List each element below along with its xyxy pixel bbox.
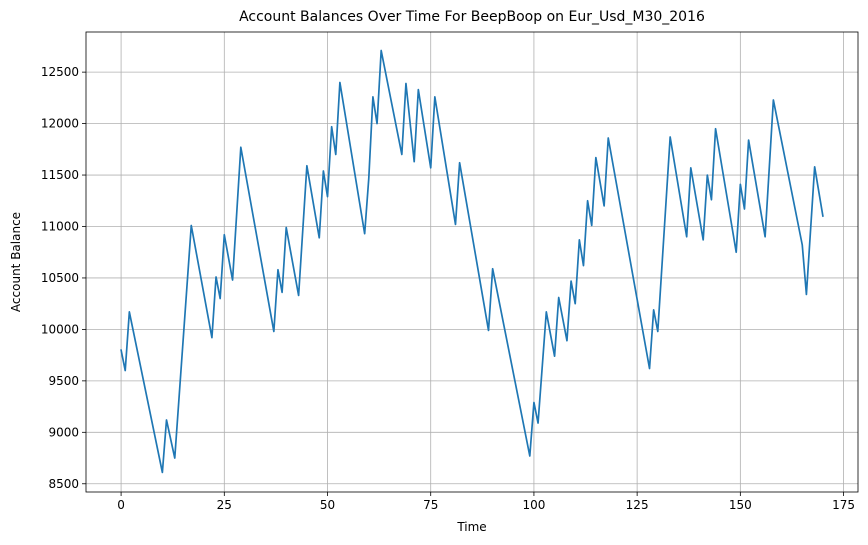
x-tick-label: 150 [729,498,752,512]
x-tick-label: 75 [423,498,438,512]
series-layer [120,49,824,474]
x-axis-label: Time [456,520,486,534]
x-tick-label: 50 [320,498,335,512]
y-tick-label: 10000 [41,322,79,336]
y-tick-label: 11000 [41,219,79,233]
y-tick-label: 12500 [41,65,79,79]
y-tick-label: 9500 [48,374,79,388]
x-tick-label: 175 [832,498,855,512]
y-axis-label: Account Balance [9,212,23,312]
grid [86,32,858,492]
y-tick-label: 12000 [41,117,79,131]
series-line [120,49,824,474]
y-ticks: 8500 9000 9500 10000 10500 11000 11500 12000 125… [41,65,86,491]
y-tick-label: 8500 [48,477,79,491]
y-tick-label: 9000 [48,425,79,439]
y-tick-label: 11500 [41,168,79,182]
x-tick-label: 25 [217,498,232,512]
axes-frame [85,31,859,493]
y-tick-label: 10500 [41,271,79,285]
chart-title: Account Balances Over Time For BeepBoop … [239,9,705,25]
x-tick-label: 100 [522,498,545,512]
x-tick-label: 0 [117,498,125,512]
x-ticks: 0 25 50 75 100 125 150 175 [117,492,855,512]
x-tick-label: 125 [626,498,649,512]
